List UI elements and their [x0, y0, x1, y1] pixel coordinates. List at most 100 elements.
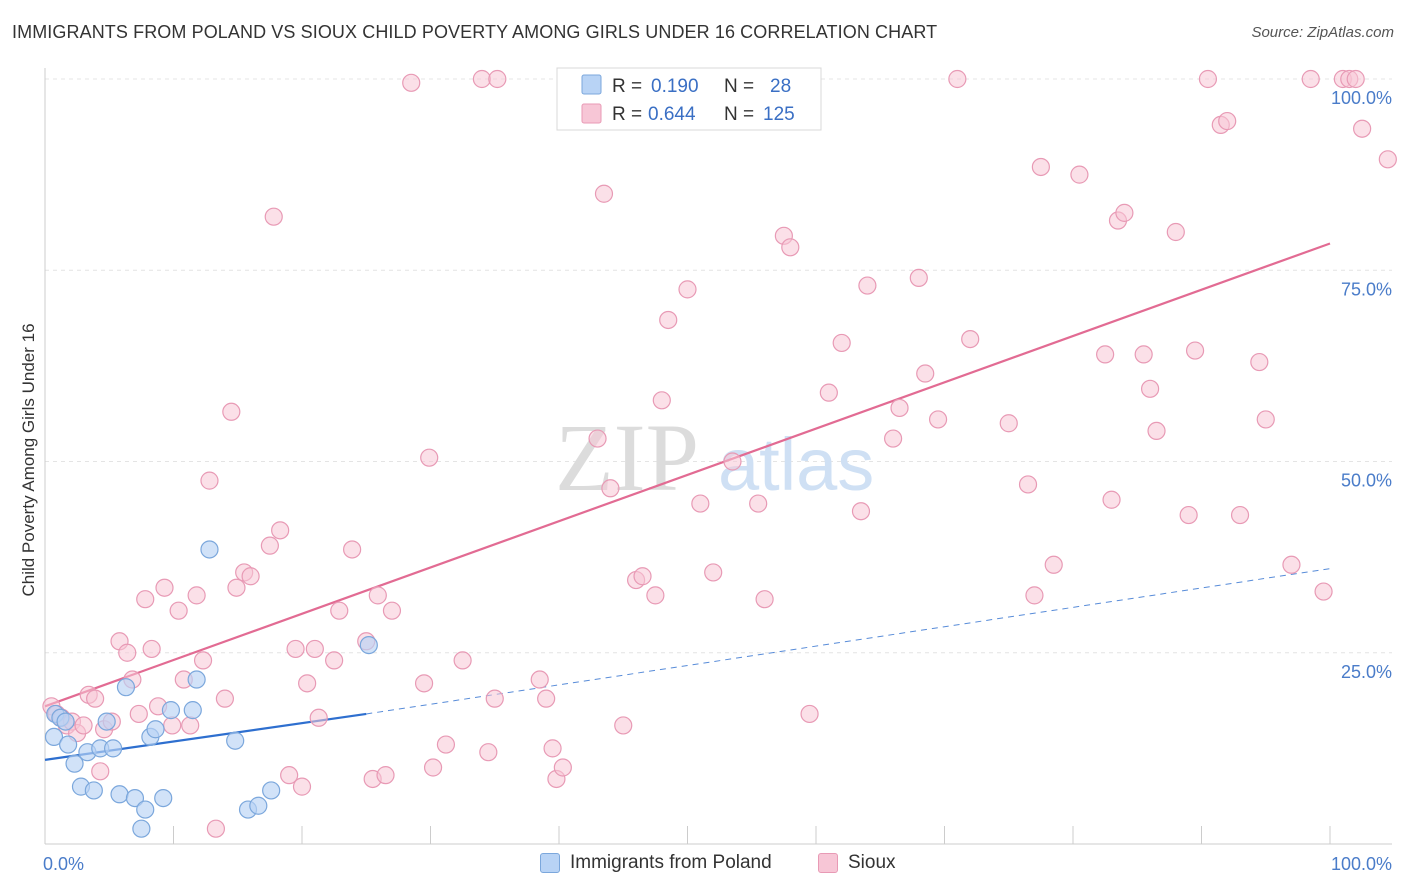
- data-point-sioux: [402, 73, 421, 92]
- tick-labels: 25.0% 50.0% 75.0% 100.0% 0.0% 100.0%: [43, 88, 1392, 874]
- data-point-sioux: [1230, 505, 1250, 525]
- data-point-sioux: [1025, 586, 1044, 605]
- data-point-sioux: [749, 494, 768, 513]
- data-point-sioux: [436, 735, 456, 754]
- data-point-sioux: [961, 330, 980, 349]
- data-point-sioux: [1102, 490, 1121, 509]
- data-point-sioux: [222, 402, 241, 421]
- data-point-sioux: [420, 448, 439, 467]
- data-point-sioux: [155, 578, 174, 597]
- data-point-poland: [161, 701, 181, 720]
- data-point-sioux: [633, 567, 652, 586]
- data-point-sioux: [588, 429, 607, 448]
- data-point-sioux: [280, 766, 299, 785]
- data-point-sioux: [241, 567, 260, 586]
- data-point-poland: [84, 781, 103, 800]
- data-point-sioux: [614, 716, 633, 735]
- legend-swatch-sioux: [818, 853, 838, 873]
- stats-legend: R = 0.190 N = 28 R = 0.644 N = 125: [556, 67, 822, 131]
- x-tick-label-start: 0.0%: [43, 854, 84, 874]
- data-point-sioux: [1346, 69, 1365, 89]
- data-point-sioux: [1096, 345, 1115, 364]
- legend-swatch-pink: [581, 103, 602, 124]
- data-point-sioux: [330, 601, 349, 620]
- data-point-sioux: [1134, 345, 1153, 364]
- data-point-sioux: [832, 333, 851, 353]
- data-point-sioux: [543, 739, 562, 758]
- data-point-poland: [262, 781, 281, 800]
- data-point-sioux: [453, 651, 472, 670]
- data-point-sioux: [309, 708, 328, 727]
- data-point-poland: [200, 540, 219, 559]
- data-point-sioux: [325, 651, 344, 670]
- data-point-sioux: [1256, 410, 1275, 429]
- data-point-sioux: [691, 494, 710, 513]
- data-point-sioux: [1282, 555, 1301, 574]
- data-point-sioux: [553, 758, 572, 777]
- data-point-sioux: [999, 414, 1018, 433]
- data-point-poland: [56, 712, 75, 731]
- data-point-poland: [154, 788, 173, 808]
- data-point-poland: [59, 735, 78, 754]
- y-tick-label: 100.0%: [1331, 88, 1392, 108]
- data-point-sioux: [781, 238, 800, 257]
- trend-line-sioux: [44, 242, 1331, 708]
- data-point-sioux: [678, 280, 697, 299]
- data-point-sioux: [305, 639, 324, 659]
- data-point-sioux: [488, 69, 507, 89]
- legend-r-value: 0.190: [651, 76, 699, 97]
- legend-item-poland: Immigrants from Poland: [540, 852, 772, 874]
- y-tick-label: 25.0%: [1341, 662, 1392, 682]
- data-point-sioux: [890, 398, 909, 418]
- axes: [44, 68, 1392, 845]
- data-point-sioux: [264, 207, 283, 226]
- data-point-sioux: [851, 502, 871, 521]
- data-point-poland: [187, 670, 206, 689]
- data-point-poland: [249, 796, 268, 815]
- data-point-sioux: [704, 563, 723, 582]
- data-point-sioux: [1218, 111, 1237, 131]
- data-point-sioux: [163, 716, 182, 735]
- data-point-poland: [116, 678, 136, 697]
- data-point-sioux: [652, 391, 671, 410]
- data-point-sioux: [1147, 421, 1166, 440]
- data-point-sioux: [1185, 341, 1205, 360]
- data-point-sioux: [1378, 150, 1397, 169]
- data-point-sioux: [909, 268, 928, 287]
- data-point-sioux: [1115, 203, 1134, 222]
- legend-item-sioux: Sioux: [818, 852, 896, 874]
- data-point-sioux: [298, 674, 317, 693]
- data-point-poland: [146, 720, 165, 739]
- legend-swatch-blue: [581, 74, 602, 95]
- source-credit: Source: ZipAtlas.com: [1251, 24, 1394, 41]
- data-point-sioux: [271, 521, 290, 540]
- data-point-sioux: [530, 670, 549, 689]
- data-point-sioux: [193, 651, 213, 670]
- data-point-sioux: [601, 479, 620, 498]
- data-point-sioux: [1314, 582, 1333, 601]
- data-point-poland: [226, 731, 245, 750]
- legend-r-label: R =: [612, 104, 642, 125]
- data-point-sioux: [1250, 352, 1269, 372]
- data-point-sioux: [382, 601, 402, 620]
- data-point-sioux: [858, 276, 877, 295]
- data-point-sioux: [423, 758, 443, 777]
- data-point-sioux: [659, 310, 678, 330]
- data-point-poland: [65, 754, 84, 773]
- data-point-sioux: [723, 452, 742, 471]
- chart-title: IMMIGRANTS FROM POLAND VS SIOUX CHILD PO…: [12, 22, 938, 42]
- legend-label-poland: Immigrants from Poland: [570, 852, 772, 873]
- series-legend: Immigrants from Poland Sioux: [0, 852, 1406, 878]
- data-point-poland: [359, 635, 378, 655]
- data-point-sioux: [1179, 505, 1198, 525]
- data-point-sioux: [800, 704, 819, 724]
- watermark: ZIP atlas: [555, 404, 874, 511]
- data-point-sioux: [142, 639, 161, 659]
- data-point-sioux: [215, 689, 234, 708]
- data-point-sioux: [594, 184, 614, 203]
- legend-label-sioux: Sioux: [848, 852, 896, 873]
- x-tick-label-end: 100.0%: [1331, 854, 1392, 874]
- data-point-sioux: [136, 590, 155, 609]
- y-tick-label: 75.0%: [1341, 279, 1392, 299]
- watermark-zip: ZIP: [555, 404, 699, 511]
